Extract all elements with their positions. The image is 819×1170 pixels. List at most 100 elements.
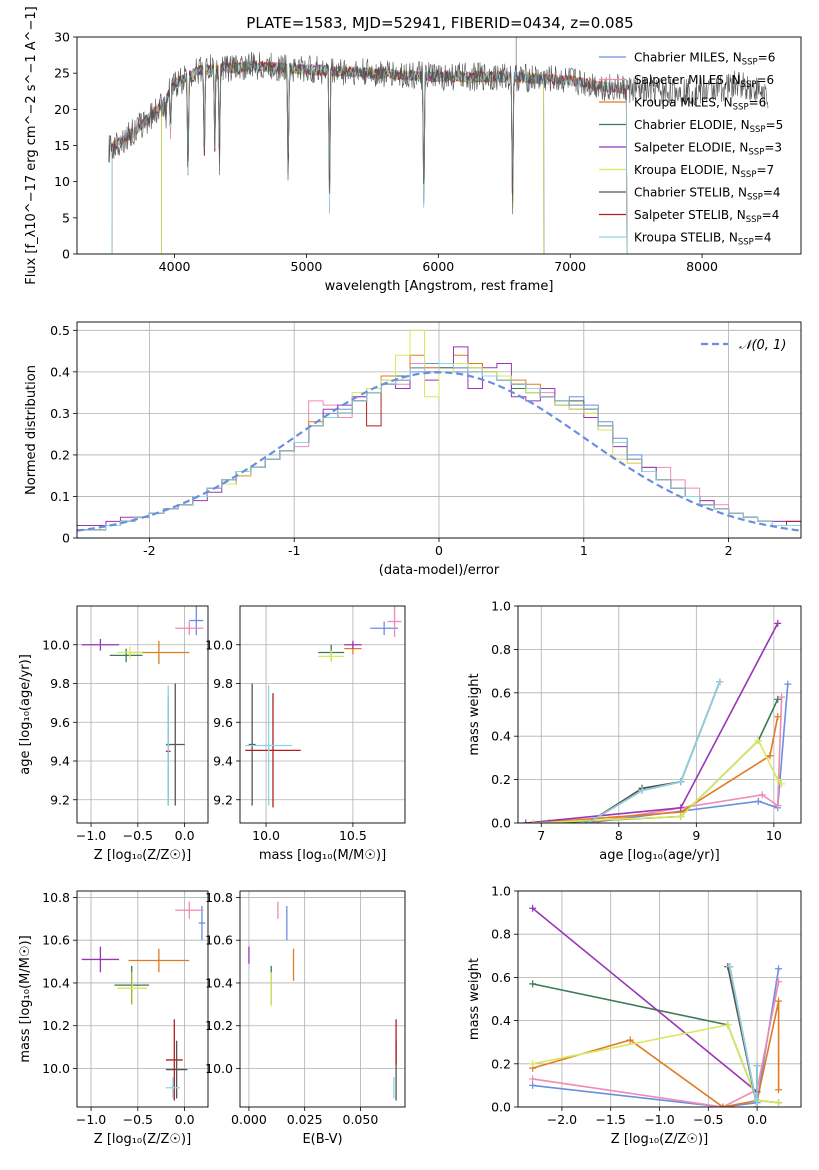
errorbar-kroupa_elodie <box>117 972 148 1005</box>
x-tick-label: −1.0 <box>644 1112 674 1127</box>
weight-point-kroupa_miles <box>719 1103 727 1107</box>
x-tick-label: 0.0 <box>747 1112 767 1127</box>
x-axis-label: E(B-V) <box>302 1132 342 1147</box>
z-vs-mass-panel: −1.0 −0.5 0.0 10.0 10.2 10.4 10.6 10.8 Z [log₁₀(… <box>18 890 209 1147</box>
axes-frame <box>76 36 802 255</box>
errorbar-kroupa_miles <box>128 948 190 973</box>
y-axis-label: Flux [f_λ10^−17 erg cm^−2 s^−1 A^−1] <box>24 6 39 284</box>
errorbar-kroupa_stelib <box>165 685 171 806</box>
x-tick-label: -1 <box>288 543 300 558</box>
errorbar-chabrier_miles <box>198 905 206 941</box>
y-tick-label: 9.8 <box>213 676 233 691</box>
y-tick-label: 0.2 <box>491 772 511 787</box>
weight-line-kroupa_miles <box>533 716 779 823</box>
weight-point-kroupa_elodie <box>754 737 762 745</box>
weight-point-salpeter_miles <box>758 791 766 799</box>
errorbar-chabrier_miles <box>189 606 204 636</box>
weight-line-kroupa_miles <box>532 1001 780 1107</box>
x-tick-label: −0.5 <box>123 1112 153 1127</box>
weight-point-chabrier_elodie <box>774 695 782 703</box>
weight-point-kroupa_elodie <box>778 780 786 788</box>
y-tick-label: 9.8 <box>50 676 70 691</box>
y-tick-label: 20 <box>54 102 70 117</box>
y-tick-label: 9.2 <box>213 792 233 807</box>
x-tick-label: 0.0 <box>175 1112 195 1127</box>
errorbar-kroupa_elodie <box>117 646 143 659</box>
legend-label-kroupa_elodie: Kroupa ELODIE, NSSP=7 <box>634 163 774 180</box>
y-tick-label: 0.0 <box>491 816 511 831</box>
x-tick-label: 8 <box>615 828 623 843</box>
y-tick-label: 1.0 <box>491 884 511 899</box>
residual-histogram-panel: -2 -1 0 1 2 0 0.1 0.2 0.3 0.4 0.5 (data-model)/erro… <box>24 321 802 578</box>
weight-point-kroupa_stelib <box>584 819 592 823</box>
weight-series-kroupa_stelib <box>584 678 724 823</box>
mass-vs-age-panel: 10.0 10.5 9.2 9.4 9.6 9.8 10.0 mass [log₁₀(M/M☉… <box>205 605 406 863</box>
x-axis-label: Z [log₁₀(Z/Z☉)] <box>94 848 191 863</box>
errorbar-salpeter_elodie <box>81 638 120 651</box>
age-vs-weight-panel: 7 8 9 10 0.0 0.2 0.4 0.6 0.8 1.0 age [log₁₀(age/yr… <box>467 599 802 863</box>
x-tick-label: 6000 <box>422 259 454 274</box>
axes-frame <box>517 890 802 1108</box>
x-tick-label: 7000 <box>554 259 586 274</box>
weight-point-kroupa_elodie <box>677 812 685 820</box>
y-tick-label: 10.0 <box>42 637 70 652</box>
weight-point-salpeter_miles <box>775 978 783 986</box>
y-tick-label: 10.4 <box>205 975 233 990</box>
x-tick-label: −2.0 <box>547 1112 577 1127</box>
x-tick-label: -2 <box>143 543 155 558</box>
axes-frame <box>239 605 406 824</box>
x-tick-label: 0.0 <box>175 828 195 843</box>
x-axis-label: age [log₁₀(age/yr)] <box>599 848 720 863</box>
weight-point-kroupa_miles <box>775 997 783 1005</box>
y-tick-label: 30 <box>54 30 70 45</box>
weight-point-chabrier_miles <box>754 797 762 805</box>
y-tick-label: 10.0 <box>205 1061 233 1076</box>
axes-frame <box>517 605 802 824</box>
x-tick-label: 9 <box>692 828 700 843</box>
y-tick-label: 10.0 <box>42 1061 70 1076</box>
y-tick-label: 0.2 <box>491 1056 511 1071</box>
weight-point-salpeter_miles <box>529 1075 537 1083</box>
y-tick-label: 0 <box>62 531 70 546</box>
ebv-vs-mass-panel: 0.000 0.025 0.050 10.0 10.2 10.4 10.6 10.8 E(B-V… <box>205 890 406 1147</box>
weight-series-salpeter_elodie <box>522 619 782 823</box>
errorbar-kroupa_elodie <box>318 650 345 663</box>
weight-line-salpeter_miles <box>532 981 780 1107</box>
x-tick-label: −1.0 <box>76 1112 106 1127</box>
axes-frame <box>239 890 406 1108</box>
x-tick-label: 1 <box>580 543 588 558</box>
x-tick-label: 7 <box>537 828 545 843</box>
gaussian-curve <box>77 371 801 532</box>
x-tick-label: 0 <box>435 543 443 558</box>
x-tick-label: 0.025 <box>287 1112 323 1127</box>
y-tick-label: 9.6 <box>50 715 70 730</box>
histogram-kroupa_stelib <box>77 363 801 538</box>
legend-label-salpeter_stelib: Salpeter STELIB, NSSP=4 <box>634 208 779 225</box>
legend-label-kroupa_miles: Kroupa MILES, NSSP=6 <box>634 96 766 113</box>
y-tick-label: 10 <box>54 174 70 189</box>
x-tick-label: −1.0 <box>76 828 106 843</box>
x-tick-label: 0.000 <box>231 1112 267 1127</box>
y-tick-label: 10.6 <box>42 933 70 948</box>
weight-line-kroupa_stelib <box>587 681 721 823</box>
errorbar-salpeter_stelib <box>245 693 301 808</box>
y-axis-label: mass [log₁₀(M/M☉)] <box>18 935 33 1062</box>
y-tick-label: 10.2 <box>42 1018 70 1033</box>
x-tick-label: 5000 <box>291 259 323 274</box>
x-axis-label: (data-model)/error <box>379 563 500 578</box>
weight-line-kroupa_elodie <box>532 1023 779 1104</box>
y-tick-label: 0.8 <box>491 642 511 657</box>
weight-series-kroupa_elodie <box>530 737 786 823</box>
weight-point-salpeter_elodie <box>774 619 782 627</box>
y-tick-label: 0.2 <box>50 447 70 462</box>
x-tick-label: 10 <box>766 828 782 843</box>
weight-point-chabrier_elodie <box>529 980 537 988</box>
spectrum-line-kroupa_stelib <box>111 60 628 254</box>
y-tick-label: 0 <box>62 247 70 262</box>
legend-label-chabrier_stelib: Chabrier STELIB, NSSP=4 <box>634 186 781 203</box>
y-tick-label: 10.6 <box>205 933 233 948</box>
weight-point-kroupa_stelib <box>677 778 685 786</box>
errorbar-chabrier_miles <box>370 621 399 636</box>
y-tick-label: 0.8 <box>491 927 511 942</box>
